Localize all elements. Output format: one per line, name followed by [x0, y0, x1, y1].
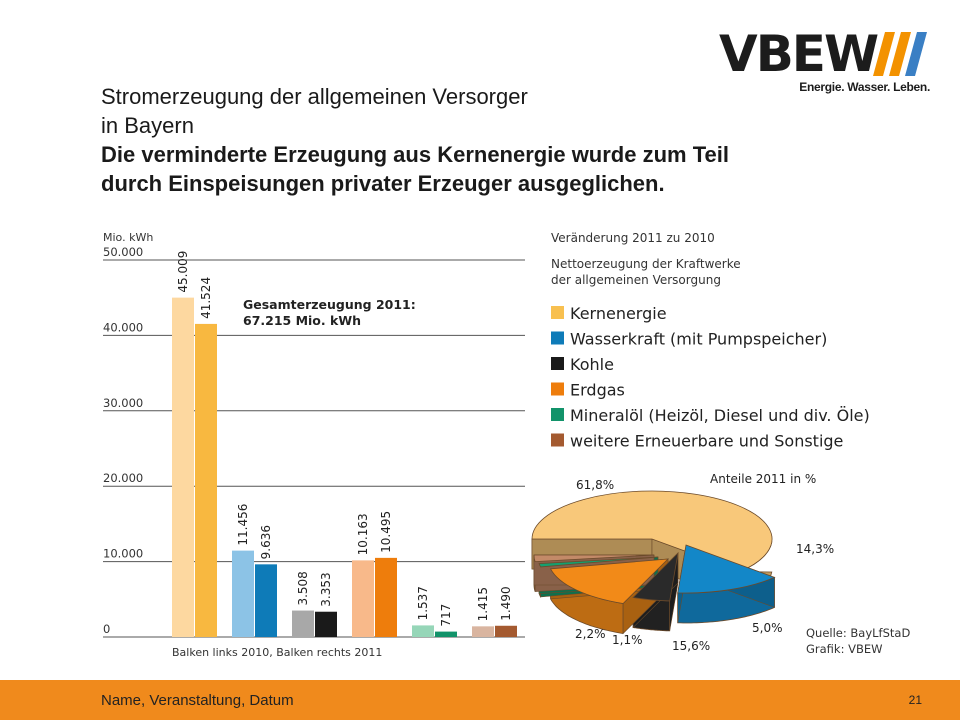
title-line-2: in Bayern [101, 113, 194, 138]
legend-swatch [551, 331, 564, 345]
y-tick-label: 0 [103, 622, 110, 636]
legend-item-label: Erdgas [570, 381, 625, 400]
bar [352, 560, 374, 637]
legend-title-2a: Nettoerzeugung der Kraftwerke [551, 257, 741, 271]
source-line-2: Grafik: VBEW [806, 642, 883, 656]
pie-slice-label: 1,1% [612, 633, 643, 647]
pie-chart: Anteile 2011 in % 61,8% 14,3% 5,0% 15,6% 1,1%… [531, 472, 910, 656]
legend-item-label: Wasserkraft (mit Pumpspeicher) [570, 330, 827, 349]
y-tick-label: 40.000 [103, 320, 143, 334]
bar-value-label: 717 [439, 604, 453, 627]
pie-slice-label: 61,8% [576, 478, 614, 492]
title-bold-line-2: durch Einspeisungen privater Erzeuger au… [101, 171, 665, 196]
bar [315, 611, 337, 637]
source-line-1: Quelle: BayLfStaD [806, 626, 910, 640]
logo-wordmark: VBEW [719, 25, 879, 83]
page-number: 21 [908, 693, 922, 707]
pie-slice [677, 544, 776, 594]
pie-slice [531, 490, 773, 572]
legend-swatch [551, 382, 564, 396]
bar [435, 631, 457, 637]
bar-value-label: 3.353 [319, 572, 333, 606]
bar [495, 625, 517, 637]
legend-title-2b: der allgemeinen Versorgung [551, 273, 721, 287]
legend-swatch [551, 408, 564, 421]
bar-value-label: 1.537 [416, 586, 430, 620]
title-bold-line-1: Die verminderte Erzeugung aus Kernenergi… [101, 142, 729, 167]
legend-item-label: weitere Erneuerbare und Sonstige [570, 432, 843, 451]
bar [472, 626, 494, 637]
bar [172, 297, 194, 637]
bar [255, 564, 277, 637]
bar-value-label: 10.163 [356, 513, 370, 555]
bar-value-label: 11.456 [236, 504, 250, 546]
legend-item-label: Kernenergie [570, 304, 667, 323]
bar-chart: Mio. kWh 0 10.000 20.000 30.000 40.000 50.000 4… [103, 231, 525, 659]
bar-value-label: 45.009 [176, 251, 190, 293]
total-annotation-line-2: 67.215 Mio. kWh [243, 313, 361, 328]
pie-slice [549, 558, 670, 604]
y-tick-label: 30.000 [103, 396, 143, 410]
y-axis-label: Mio. kWh [103, 231, 153, 244]
footer-bar: Name, Veranstaltung, Datum 21 [0, 680, 960, 720]
vbew-logo: VBEW Energie. Wasser. Leben. [715, 28, 930, 98]
bar [412, 625, 434, 637]
total-annotation-line-1: Gesamterzeugung 2011: [243, 297, 416, 312]
bar [232, 550, 254, 637]
legend-item-label: Kohle [570, 355, 614, 374]
y-tick-label: 50.000 [103, 245, 143, 259]
bar-value-label: 41.524 [199, 277, 213, 319]
pie-slice-label: 14,3% [796, 542, 834, 556]
footer-event-info: Name, Veranstaltung, Datum [101, 692, 294, 709]
legend-title-1: Veränderung 2011 zu 2010 [551, 231, 715, 245]
x-axis-label: Balken links 2010, Balken rechts 2011 [172, 646, 382, 659]
y-tick-label: 10.000 [103, 547, 143, 561]
legend-swatch [551, 433, 564, 447]
pie-slice-label: 2,2% [575, 627, 606, 641]
bar [292, 610, 314, 637]
legend-swatch [551, 306, 564, 319]
pie-slice [538, 556, 659, 568]
bar [375, 557, 397, 637]
pie-slice [533, 554, 655, 563]
energy-chart: Mio. kWh 0 10.000 20.000 30.000 40.000 50.000 4… [103, 231, 910, 659]
bar [195, 323, 217, 637]
logo-slashes-icon [873, 32, 927, 76]
bar-value-label: 3.508 [296, 571, 310, 605]
bar-value-label: 1.490 [499, 586, 513, 620]
slide-title: Stromerzeugung der allgemeinen Versorger… [101, 82, 901, 198]
bar-value-label: 10.495 [379, 511, 393, 553]
pie-slice-label: 15,6% [672, 639, 710, 653]
bar-value-label: 1.415 [476, 587, 490, 621]
bar-value-label: 9.636 [259, 525, 273, 559]
pie-slice [632, 551, 679, 602]
legend: Veränderung 2011 zu 2010 Nettoerzeugung d… [551, 231, 870, 451]
y-tick-label: 20.000 [103, 471, 143, 485]
logo-tagline: Energie. Wasser. Leben. [799, 80, 930, 94]
legend-swatch [551, 357, 564, 370]
title-line-1: Stromerzeugung der allgemeinen Versorger [101, 84, 528, 109]
pie-slice-label: 5,0% [752, 621, 783, 635]
pie-title: Anteile 2011 in % [710, 472, 816, 486]
legend-item-label: Mineralöl (Heizöl, Diesel und div. Öle) [570, 406, 870, 425]
